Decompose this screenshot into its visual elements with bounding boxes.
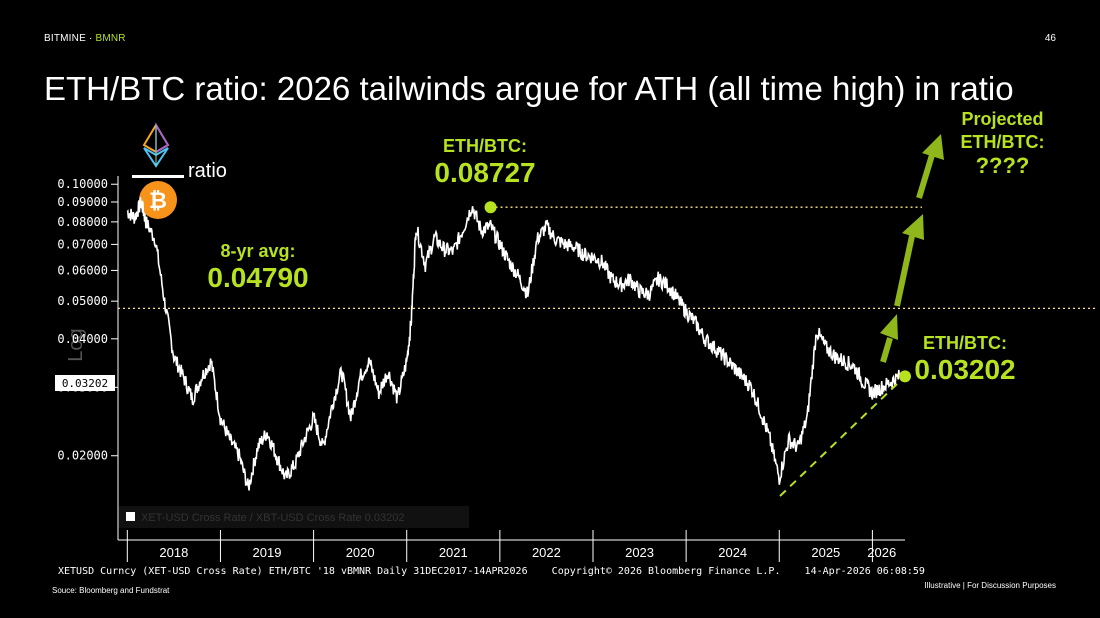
avg-annotation-value: 0.04790 [207, 262, 309, 293]
projected-annotation-value: ???? [975, 153, 1030, 178]
current-value-box [55, 375, 115, 391]
y-tick-label: 0.09000 [57, 195, 108, 209]
projected-annotation-line2: ETH/BTC: [960, 132, 1045, 152]
x-tick-label: 2024 [718, 545, 747, 560]
legend-text: XET-USD Cross Rate / XBT-USD Cross Rate … [141, 512, 404, 524]
y-tick-label: 0.05000 [57, 294, 108, 308]
legend-swatch [126, 512, 135, 521]
y-axis: 0.10000 0.09000 0.08000 0.07000 0.06000 0.050… [57, 176, 119, 540]
brand-label: BITMINE · BMNR [44, 33, 126, 44]
marker-current [899, 370, 911, 383]
reference-lines [118, 206, 1095, 310]
legend-box [119, 506, 469, 528]
markers [484, 201, 911, 383]
projected-annotation: Projected ETH/BTC: ???? [935, 108, 1070, 177]
ratio-fraction-bar [132, 175, 184, 178]
y-tick-label: 0.08000 [57, 215, 108, 229]
x-axis: 2018 2019 2020 2021 2022 2023 2024 2025 2026 [118, 530, 905, 562]
support-trendline [779, 383, 898, 497]
brand-name: BITMINE [44, 33, 86, 44]
peak-annotation-value: 0.08727 [434, 157, 536, 188]
ratio-label: ratio [188, 160, 227, 182]
y-tick-label: 0.04000 [57, 332, 108, 346]
peak-annotation-label: ETH/BTC: [443, 136, 527, 156]
y-tick-label: 0.06000 [57, 263, 108, 277]
y-tick-label: 0.07000 [57, 237, 108, 251]
x-tick-label: 2023 [625, 545, 654, 560]
brand-separator: · [85, 33, 96, 44]
current-value-box-text: 0.03202 [62, 377, 108, 390]
x-tick-label: 2026 [867, 545, 896, 560]
projected-annotation-line1: Projected [961, 109, 1044, 129]
x-tick-label: 2018 [159, 545, 188, 560]
current-annotation-label: ETH/BTC: [923, 333, 1007, 353]
series-line [126, 197, 901, 491]
chart-caption: XETUSD Curncy (XET-USD Cross Rate) ETH/B… [58, 566, 925, 577]
slide-title: ETH/BTC ratio: 2026 tailwinds argue for … [44, 70, 1014, 107]
page-number: 46 [1044, 33, 1056, 44]
projection-arrows [880, 134, 944, 363]
ethereum-logo-icon [142, 122, 170, 168]
axis-side-label: Log [65, 328, 87, 361]
x-tick-label: 2019 [253, 545, 282, 560]
current-annotation-value: 0.03202 [914, 354, 1016, 385]
bitcoin-logo-icon: ₿ [139, 181, 177, 219]
x-tick-label: 2020 [346, 545, 375, 560]
y-tick-label: 0.10000 [57, 177, 108, 191]
peak-annotation: ETH/BTC: 0.08727 [405, 136, 565, 189]
svg-text:₿: ₿ [149, 188, 167, 213]
avg-annotation-label: 8-yr avg: [220, 241, 296, 261]
x-tick-label: 2021 [439, 545, 468, 560]
x-tick-label: 2025 [811, 545, 840, 560]
disclaimer-footnote: Illustrative | For Discussion Purposes [924, 581, 1056, 590]
source-footnote: Souce: Bloomberg and Fundstrat [52, 586, 170, 595]
avg-annotation: 8-yr avg: 0.04790 [178, 241, 338, 294]
y-tick-label: 0.02000 [57, 449, 108, 463]
current-annotation: ETH/BTC: 0.03202 [890, 333, 1040, 386]
marker-peak [484, 201, 497, 214]
brand-ticker: BMNR [95, 33, 126, 44]
x-tick-label: 2022 [532, 545, 561, 560]
